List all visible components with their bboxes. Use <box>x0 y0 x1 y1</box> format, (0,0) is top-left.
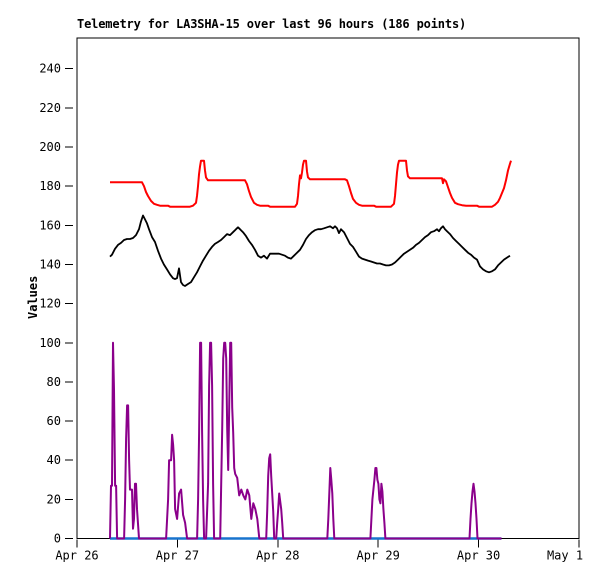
upper-red-line <box>110 159 512 208</box>
y-tick-label: 240 <box>39 62 61 76</box>
x-tick-label: Apr 29 <box>357 549 400 563</box>
y-tick-label: 160 <box>39 218 61 232</box>
y-tick-label: 40 <box>47 453 61 467</box>
y-tick-label: 200 <box>39 140 61 154</box>
x-tick-label: Apr 26 <box>55 549 98 563</box>
y-tick-label: 220 <box>39 101 61 115</box>
y-tick-label: 0 <box>54 532 61 546</box>
chart-title: Telemetry for LA3SHA-15 over last 96 hou… <box>77 17 467 31</box>
y-tick-label: 60 <box>47 414 61 428</box>
y-tick-label: 80 <box>47 375 61 389</box>
spikes-purple-line <box>109 341 502 540</box>
x-tick-label: Apr 27 <box>156 549 199 563</box>
y-tick-label: 140 <box>39 257 61 271</box>
middle-black-line <box>109 214 511 287</box>
x-tick-label: May 1 <box>547 549 583 563</box>
y-tick-label: 100 <box>39 336 61 350</box>
y-tick-label: 120 <box>39 297 61 311</box>
x-tick-label: Apr 28 <box>256 549 299 563</box>
y-tick-label: 20 <box>47 492 61 506</box>
x-tick-label: Apr 30 <box>457 549 500 563</box>
y-tick-label: 180 <box>39 179 61 193</box>
plot-border <box>76 37 580 539</box>
